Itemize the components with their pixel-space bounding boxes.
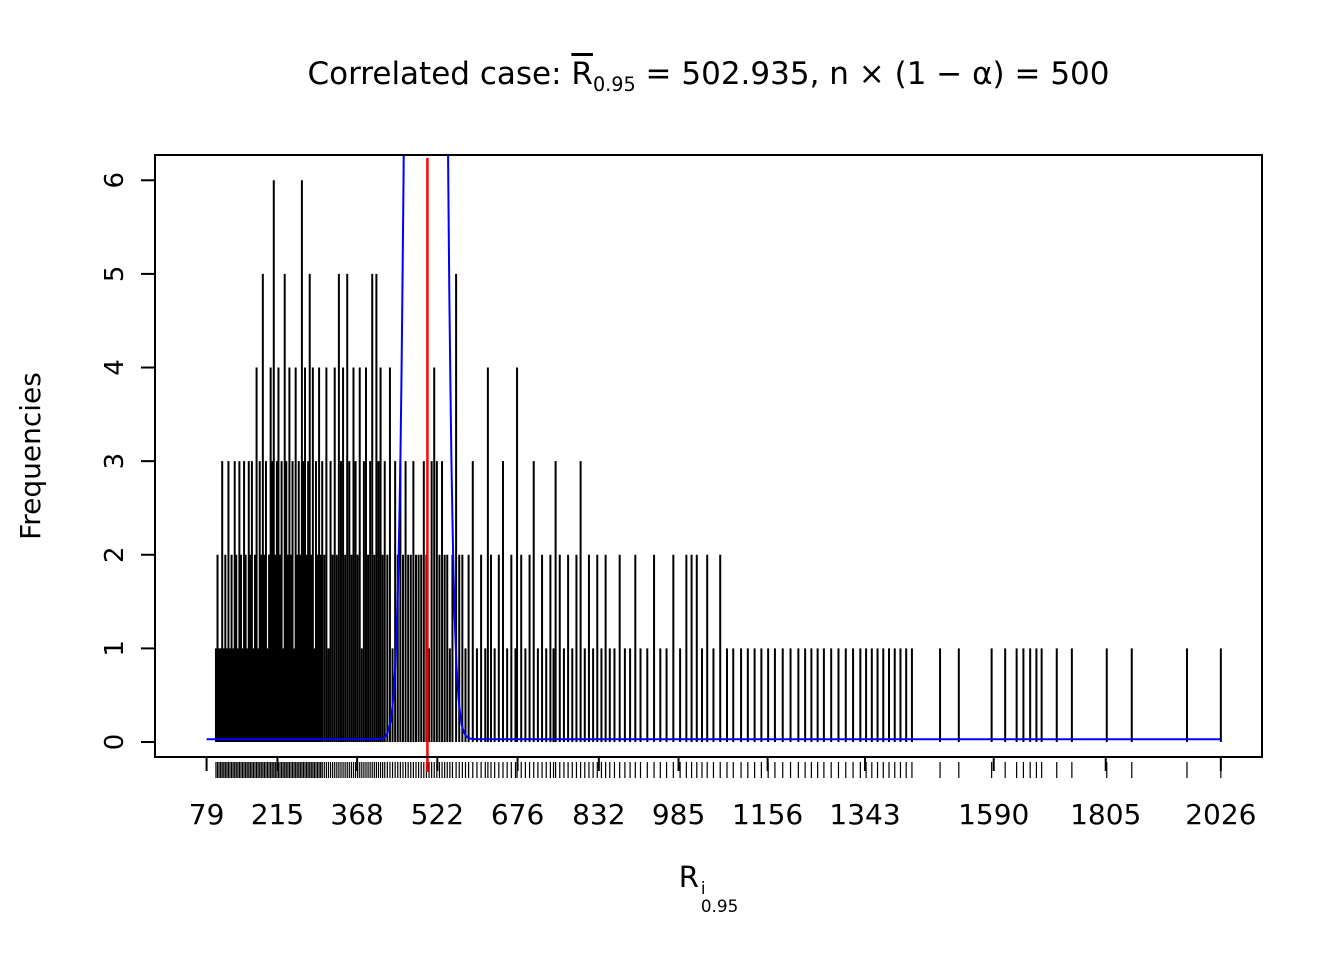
xlabel-script-stack: i 0.95 [700, 878, 739, 916]
title-rbar-symbol: R [571, 56, 593, 92]
x-tick-label: 522 [411, 798, 464, 831]
y-tick-label: 5 [100, 266, 130, 283]
x-axis: 79 215 368 522 676 832 985 1156 1343 1590 1805 2026 [189, 757, 1256, 831]
xlabel-superscript: i [700, 878, 706, 899]
y-axis-label: Frequencies [14, 372, 47, 540]
x-tick-label: 1343 [829, 798, 900, 831]
xlabel-subscript: 0.95 [700, 895, 739, 916]
plot-box [154, 154, 1263, 758]
y-tick-label: 0 [100, 734, 130, 751]
y-tick-label: 6 [100, 172, 130, 189]
chart-title: Correlated case: R0.95 = 502.935, n × (1… [155, 56, 1262, 96]
x-tick-label: 1156 [732, 798, 803, 831]
frequency-spikes [214, 180, 1222, 743]
y-tick-label: 2 [100, 546, 130, 563]
x-tick-label: 79 [189, 798, 225, 831]
x-tick-label: 368 [330, 798, 383, 831]
x-tick-label: 676 [491, 798, 544, 831]
y-tick-label: 3 [100, 453, 130, 470]
title-prefix: Correlated case: [307, 56, 572, 92]
xlabel-r-symbol: R [678, 860, 699, 894]
y-tick-label: 4 [100, 359, 130, 376]
title-rbar-subscript: 0.95 [592, 73, 636, 97]
x-tick-label: 832 [572, 798, 625, 831]
x-tick-label: 1805 [1070, 798, 1141, 831]
y-axis: 0 1 2 3 4 5 6 [100, 172, 155, 750]
x-tick-label: 2026 [1185, 798, 1256, 831]
x-tick-label: 985 [652, 798, 705, 831]
x-tick-label: 1590 [958, 798, 1029, 831]
density-curve [206, 155, 1221, 741]
x-tick-label: 215 [251, 798, 304, 831]
rug-marks [215, 762, 1222, 778]
title-suffix: = 502.935, n × (1 − α) = 500 [635, 56, 1110, 92]
y-tick-label: 1 [100, 640, 130, 657]
